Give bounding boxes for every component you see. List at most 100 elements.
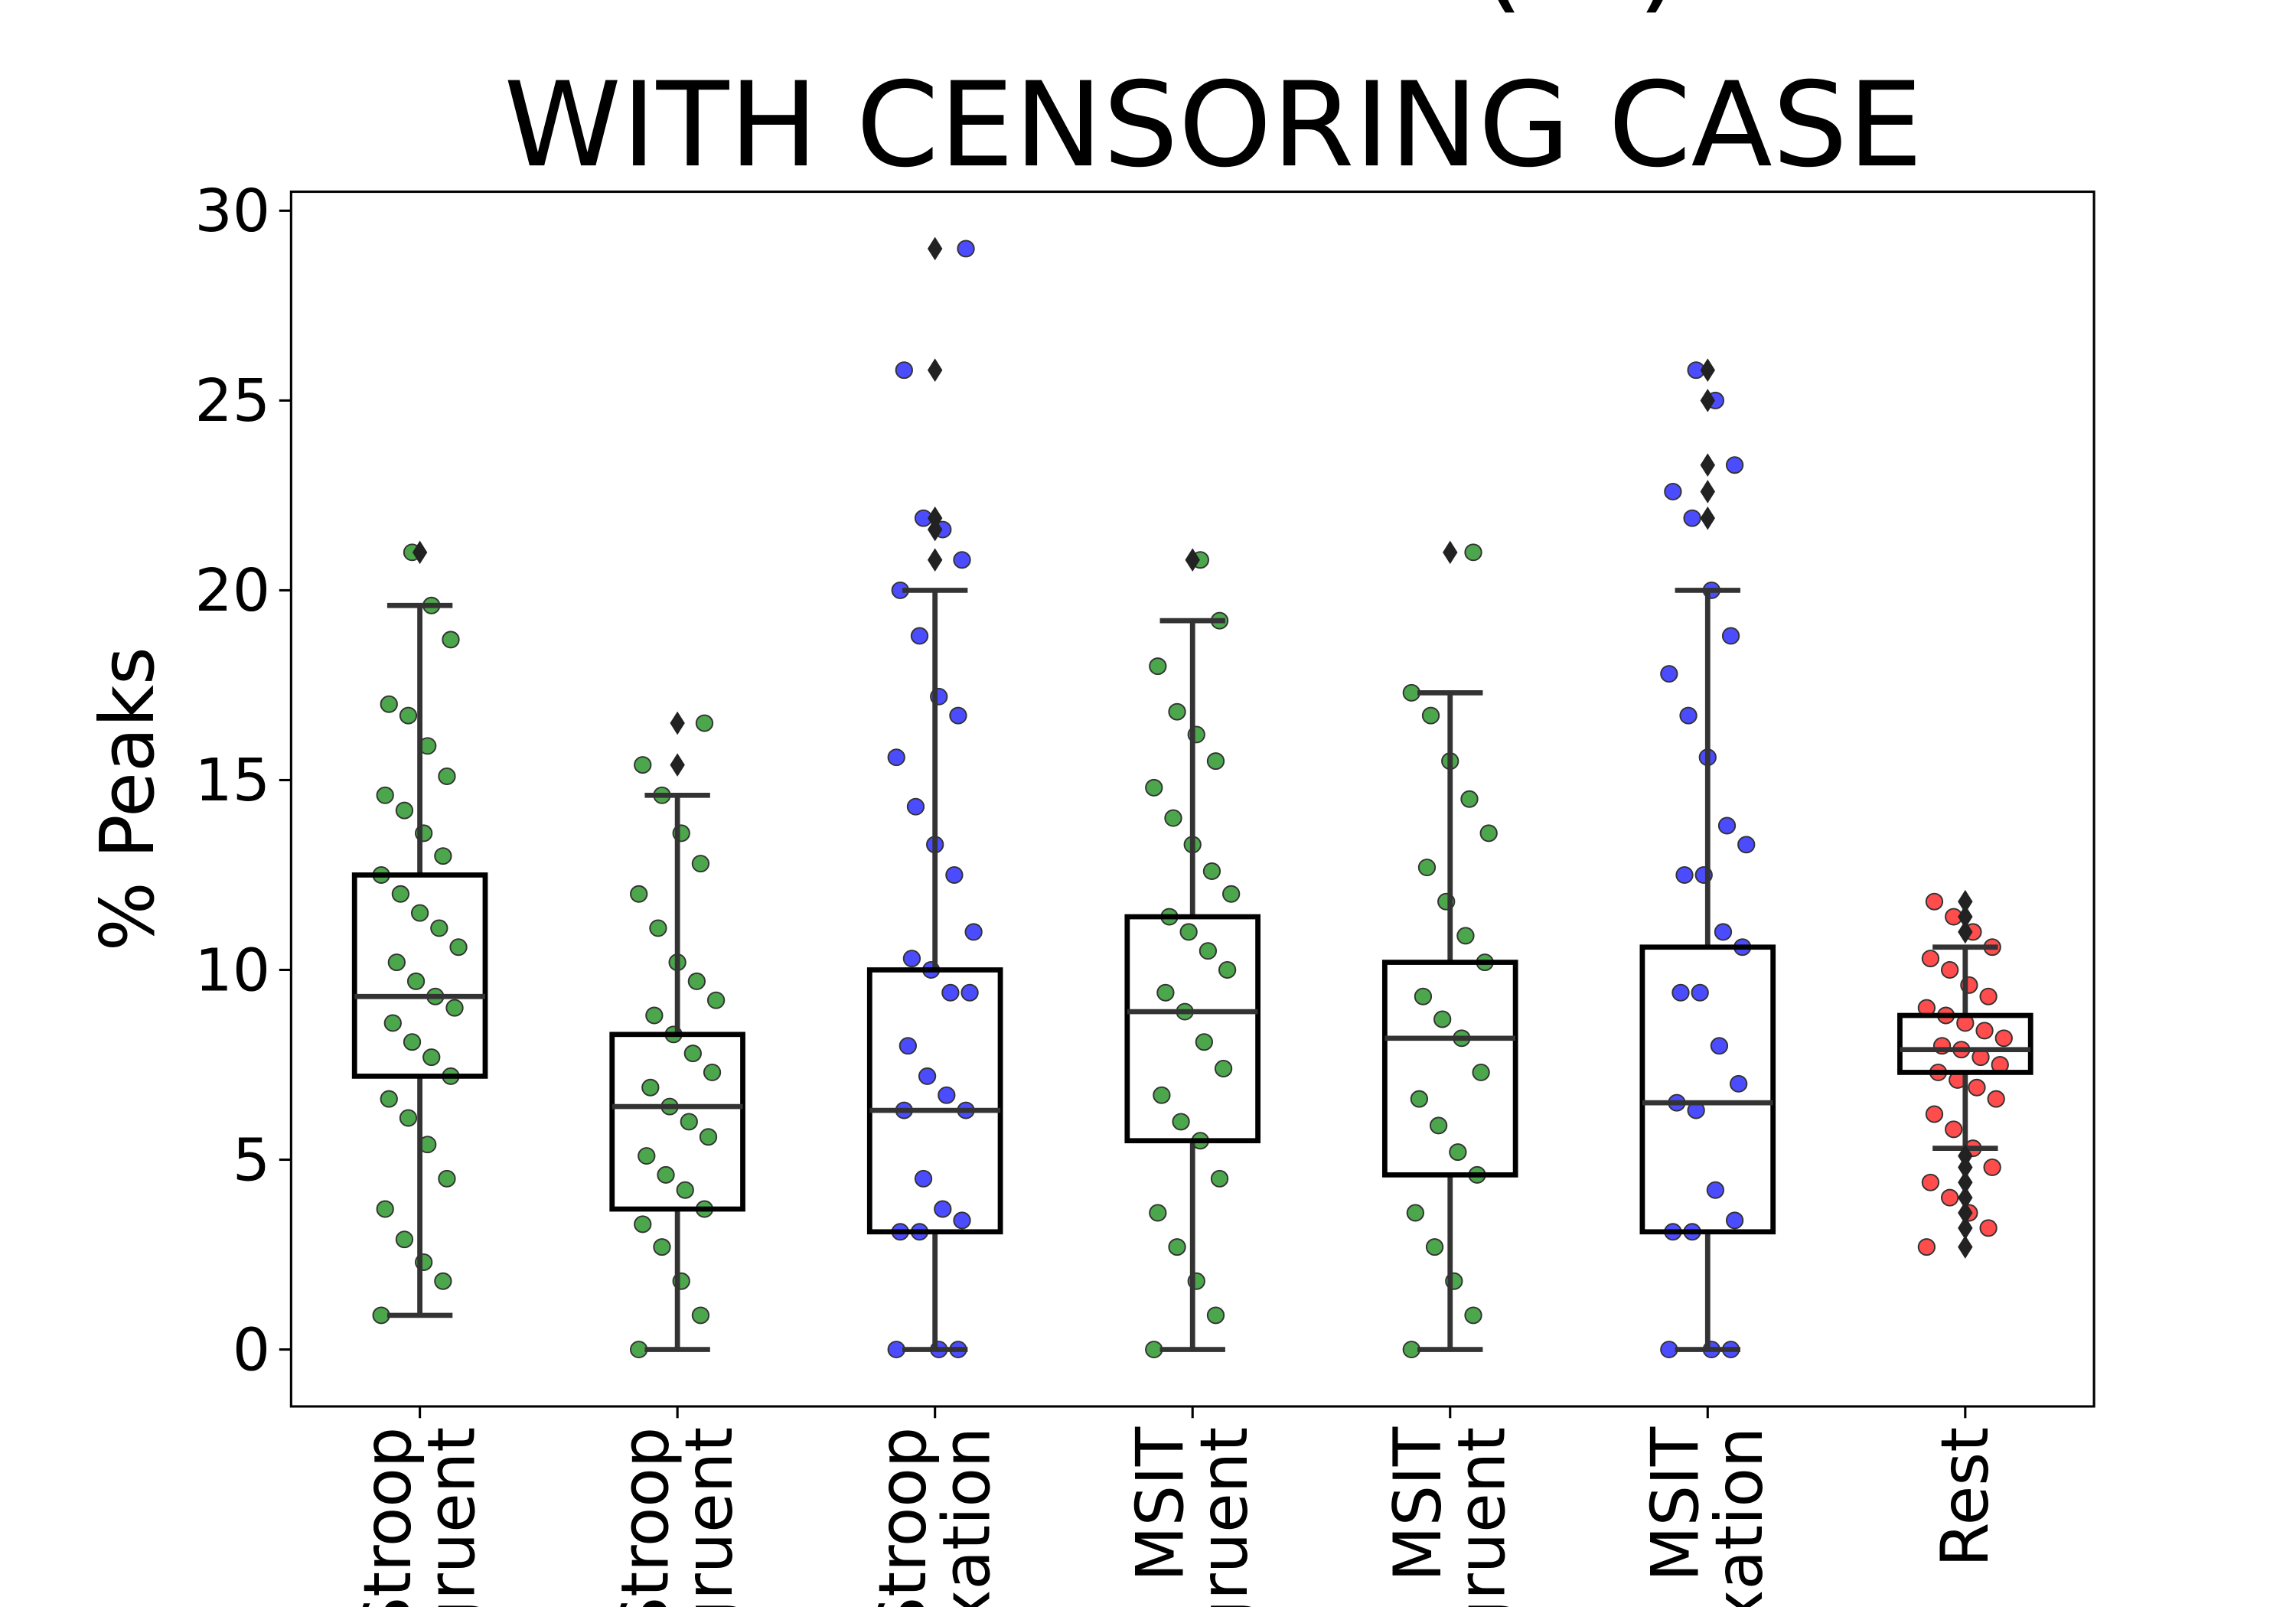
- strip-point: [1675, 866, 1694, 884]
- strip-point: [1979, 1219, 1998, 1237]
- strip-point: [1921, 950, 1940, 968]
- strip-point: [1164, 809, 1182, 827]
- outlier: [1700, 358, 1715, 383]
- outlier: [1700, 506, 1715, 530]
- strip-point: [703, 1063, 722, 1081]
- strip-point: [680, 1113, 698, 1131]
- strip-point: [391, 885, 410, 903]
- strip-point: [676, 1181, 694, 1199]
- strip-point: [1721, 627, 1740, 645]
- strip-point: [1145, 778, 1163, 797]
- y-tick-label: 0: [233, 1316, 270, 1384]
- strip-point: [442, 631, 460, 649]
- strip-point: [918, 1067, 937, 1085]
- x-tick-label: MSIT: [1380, 1426, 1456, 1582]
- strip-point: [641, 1078, 660, 1097]
- strip-point: [1202, 862, 1221, 880]
- strip-point: [945, 866, 964, 884]
- strip-point: [1153, 1086, 1171, 1104]
- outlier: [927, 236, 943, 261]
- strip-point: [1679, 706, 1698, 725]
- y-tick-label: 25: [194, 367, 270, 435]
- strip-point: [887, 748, 905, 767]
- strip-point: [634, 1215, 652, 1234]
- strip-point: [1214, 1059, 1233, 1077]
- strip-point: [1425, 1238, 1444, 1256]
- x-tick-label: Incongruent: [1443, 1427, 1520, 1607]
- strip-point: [1671, 983, 1690, 1002]
- strip-point: [1149, 657, 1167, 676]
- strip-point: [399, 1109, 418, 1127]
- strip-point: [434, 1272, 452, 1290]
- strip-point: [403, 1033, 422, 1051]
- strip-point: [1421, 706, 1440, 725]
- x-tick-label: Incongruent: [670, 1427, 747, 1607]
- strip-point: [657, 1165, 675, 1184]
- chart-title: PROPORTION (%): [664, 0, 1684, 25]
- strip-point: [1218, 961, 1237, 979]
- strip-point: [1195, 1033, 1213, 1051]
- strip-point: [941, 983, 960, 1002]
- strip-point: [1979, 987, 1998, 1005]
- strip-point: [372, 1306, 390, 1325]
- strip-point: [380, 695, 398, 713]
- strip-point: [1172, 1113, 1190, 1131]
- strip-point: [895, 361, 913, 380]
- outlier: [670, 711, 685, 735]
- y-tick-label: 10: [194, 937, 270, 1005]
- strip-point: [1460, 790, 1479, 808]
- strip-point: [630, 885, 648, 903]
- strip-point: [957, 240, 975, 258]
- x-tick-label: Rest: [1926, 1427, 2003, 1567]
- strip-point: [1706, 1181, 1725, 1199]
- box: [1124, 914, 1261, 1144]
- strip-point: [1683, 509, 1701, 527]
- strip-point: [422, 1048, 441, 1067]
- strip-point: [1464, 1306, 1482, 1325]
- strip-point: [1410, 1090, 1429, 1108]
- strip-point: [1968, 1078, 1986, 1097]
- strip-point: [1429, 1116, 1448, 1135]
- strip-point: [938, 1086, 956, 1104]
- strip-point: [687, 972, 706, 990]
- box: [609, 1032, 745, 1212]
- strip-point: [1402, 683, 1420, 702]
- strip-point: [953, 551, 971, 569]
- box: [1639, 944, 1776, 1235]
- strip-point: [1725, 456, 1744, 474]
- outlier: [1700, 480, 1715, 504]
- strip-point: [1168, 702, 1186, 721]
- x-tick-label: Stroop: [349, 1427, 426, 1607]
- strip-point: [934, 1200, 952, 1218]
- strip-point: [406, 972, 426, 990]
- strip-point: [1710, 1037, 1729, 1055]
- strip-point: [910, 627, 929, 645]
- strip-point: [1168, 1238, 1186, 1256]
- x-tick-label: MSIT: [1637, 1426, 1714, 1582]
- x-tick-label: Congruent: [413, 1427, 490, 1607]
- strip-point: [1725, 1211, 1744, 1230]
- strip-point: [953, 1211, 971, 1230]
- strip-point: [1417, 859, 1437, 877]
- y-tick-label: 30: [194, 178, 270, 246]
- strip-point: [1433, 1010, 1452, 1028]
- strip-point: [638, 1147, 656, 1165]
- strip-point: [683, 1045, 702, 1063]
- strip-point: [395, 1230, 414, 1249]
- outlier: [927, 358, 943, 383]
- strip-point: [906, 797, 925, 816]
- strip-point: [1925, 892, 1944, 911]
- strip-point: [445, 999, 464, 1017]
- strip-point: [1983, 1158, 2001, 1176]
- chart-title: WITH CENSORING CASE: [504, 57, 1923, 194]
- strip-point: [1456, 927, 1475, 945]
- strip-point: [1691, 983, 1709, 1002]
- strip-point: [410, 904, 429, 922]
- x-tick-label: MSIT: [1122, 1426, 1199, 1582]
- strip-point: [380, 1090, 398, 1108]
- strip-point: [699, 1128, 718, 1146]
- strip-point: [691, 855, 710, 873]
- strip-point: [649, 919, 667, 937]
